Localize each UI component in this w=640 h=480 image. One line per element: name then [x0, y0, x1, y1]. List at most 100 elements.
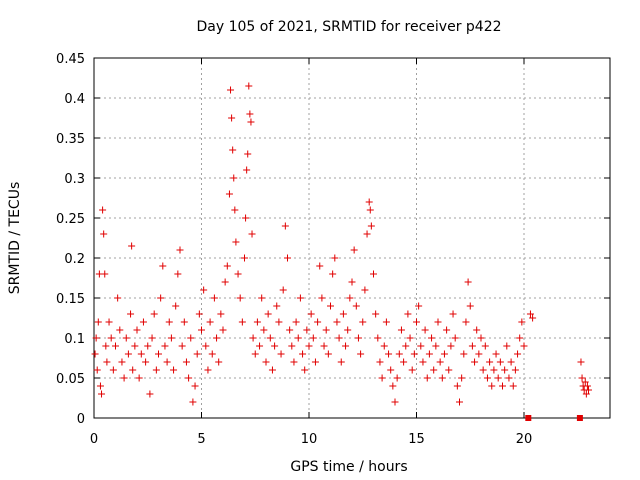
data-point — [135, 374, 143, 382]
data-point — [189, 398, 197, 406]
data-point — [131, 342, 139, 350]
data-point — [253, 318, 261, 326]
data-point — [103, 358, 111, 366]
data-point — [243, 166, 251, 174]
y-tick-label: 0.25 — [56, 212, 85, 227]
data-point — [451, 334, 459, 342]
data-point — [303, 326, 311, 334]
data-point — [361, 286, 369, 294]
data-point — [191, 382, 199, 390]
data-point — [228, 114, 236, 122]
data-point — [320, 342, 328, 350]
data-point — [335, 334, 343, 342]
data-point — [413, 318, 420, 326]
plot-frame — [93, 57, 611, 419]
data-point — [241, 254, 248, 262]
data-point — [215, 358, 223, 366]
data-point — [150, 310, 158, 318]
data-point — [432, 342, 440, 350]
data-point — [105, 318, 113, 326]
data-point — [419, 358, 427, 366]
data-point — [520, 342, 528, 350]
data-point — [492, 350, 500, 358]
data-point — [167, 334, 175, 342]
data-point — [314, 318, 322, 326]
data-point — [346, 294, 354, 302]
data-point — [359, 318, 367, 326]
data-point — [511, 366, 519, 374]
data-point — [299, 350, 307, 358]
data-point — [296, 294, 304, 302]
y-tick-label: 0.4 — [64, 92, 85, 107]
data-point — [507, 358, 515, 366]
data-point — [449, 310, 457, 318]
data-point — [382, 318, 390, 326]
data-point — [367, 222, 375, 230]
data-point — [445, 366, 453, 374]
data-point — [165, 318, 173, 326]
data-point — [393, 374, 401, 382]
data-point — [127, 310, 135, 318]
data-point — [266, 334, 274, 342]
data-point — [155, 350, 162, 358]
data-point — [488, 382, 496, 390]
data-point — [516, 334, 524, 342]
data-point — [176, 246, 184, 254]
data-point — [311, 358, 319, 366]
data-point — [277, 350, 285, 358]
data-point — [219, 326, 227, 334]
data-point — [275, 318, 283, 326]
data-point — [223, 262, 231, 270]
data-point — [475, 350, 483, 358]
data-point — [286, 326, 294, 334]
data-point — [284, 254, 291, 262]
zero-value-marker — [525, 415, 532, 421]
data-point — [387, 366, 395, 374]
data-point — [494, 374, 502, 382]
data-point — [428, 334, 436, 342]
data-point — [129, 366, 137, 374]
y-tick-label: 0.45 — [56, 52, 85, 67]
data-point — [159, 262, 167, 270]
data-point — [464, 278, 472, 286]
data-point — [122, 334, 130, 342]
data-point — [350, 246, 358, 254]
data-point — [577, 358, 585, 366]
data-point — [294, 334, 302, 342]
y-tick-label: 0.1 — [64, 332, 85, 347]
data-point — [380, 342, 388, 350]
data-point — [582, 390, 590, 398]
data-point — [225, 190, 233, 198]
data-point — [109, 366, 117, 374]
data-point — [258, 294, 266, 302]
data-points — [91, 82, 592, 421]
data-point — [200, 286, 208, 294]
data-point — [499, 382, 506, 390]
data-point — [490, 366, 498, 374]
data-point — [471, 358, 479, 366]
data-point — [415, 302, 423, 310]
data-point — [262, 358, 270, 366]
data-point — [583, 382, 591, 390]
data-point — [157, 294, 165, 302]
data-point — [305, 342, 313, 350]
data-point — [244, 150, 252, 158]
data-point — [238, 318, 246, 326]
data-point — [185, 374, 193, 382]
data-point — [443, 326, 451, 334]
data-point — [352, 302, 360, 310]
data-point — [410, 350, 418, 358]
data-point — [307, 310, 315, 318]
data-point — [268, 366, 276, 374]
data-point — [473, 326, 481, 334]
data-point — [271, 342, 279, 350]
data-point — [329, 270, 337, 278]
y-tick-label: 0.35 — [56, 132, 85, 147]
data-point — [430, 366, 438, 374]
data-point — [417, 342, 425, 350]
data-point — [529, 314, 537, 322]
data-point — [526, 310, 534, 318]
data-point — [374, 334, 382, 342]
data-point — [385, 350, 393, 358]
